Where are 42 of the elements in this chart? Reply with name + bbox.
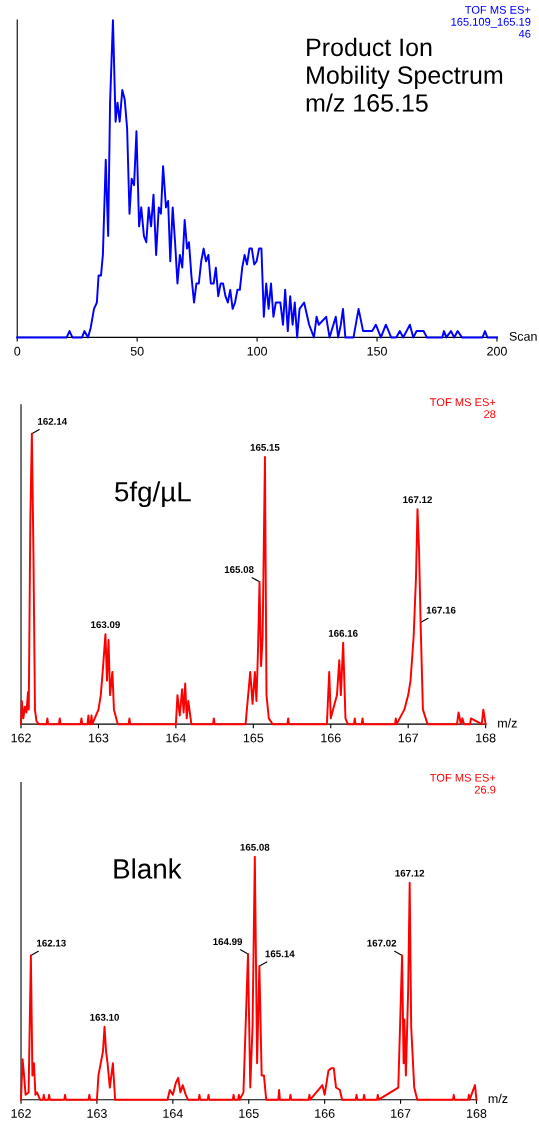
annotation: TOF MS ES+ 165.109_165.19 46 [451, 5, 531, 38]
text: TOF MS ES+ 26.9 [429, 773, 496, 794]
annotation: 162.14 [38, 417, 68, 425]
annotation: 166.16 [328, 629, 358, 637]
annotation: 165.08 [224, 566, 254, 573]
x-tick-label: 0 [14, 346, 21, 356]
annotation: 167.02 [367, 939, 397, 947]
x-tick-label: 168 [467, 1109, 487, 1118]
annotation: 167.12 [395, 869, 425, 877]
annotation: 165.14 [265, 950, 295, 958]
text: Product Ion Mobility Spectrum m/z 165.15 [306, 37, 503, 112]
annotation: 163.10 [90, 1013, 119, 1021]
chart-title: Blank [114, 858, 182, 879]
annotation: 162.13 [37, 939, 66, 947]
x-tick-label: 165 [243, 733, 264, 743]
x-tick-label: 163 [87, 1109, 107, 1118]
x-tick-label: 166 [315, 1109, 335, 1118]
x-tick-label: 165 [239, 1109, 259, 1118]
x-tick-label: 168 [476, 733, 496, 743]
x-tick-label: 162 [11, 733, 31, 743]
x-axis-title: m/z [498, 718, 517, 728]
annotation: 167.16 [426, 606, 456, 614]
x-tick-label: 162 [11, 1109, 31, 1118]
x-tick-label: 50 [130, 346, 144, 356]
annotation: 164.99 [213, 938, 243, 946]
text: TOF MS ES+ 28 [429, 398, 496, 419]
x-tick-label: 167 [391, 1109, 411, 1118]
annotation: 165.08 [240, 843, 270, 851]
x-axis-title: Scan [509, 331, 537, 341]
x-tick-label: 150 [367, 346, 387, 356]
x-tick-label: 200 [487, 346, 507, 356]
annotation: 163.09 [91, 621, 120, 629]
annotation: 167.12 [403, 496, 432, 504]
text: 5fg/µL [115, 481, 191, 508]
x-tick-label: 164 [166, 733, 186, 743]
x-tick-label: 166 [321, 733, 341, 743]
x-tick-label: 167 [398, 733, 418, 743]
x-axis-title: m/z [488, 1093, 508, 1104]
annotation: 165.15 [250, 443, 280, 451]
x-tick-label: 163 [88, 733, 109, 743]
x-tick-label: 100 [247, 346, 268, 356]
x-tick-label: 164 [163, 1109, 183, 1118]
